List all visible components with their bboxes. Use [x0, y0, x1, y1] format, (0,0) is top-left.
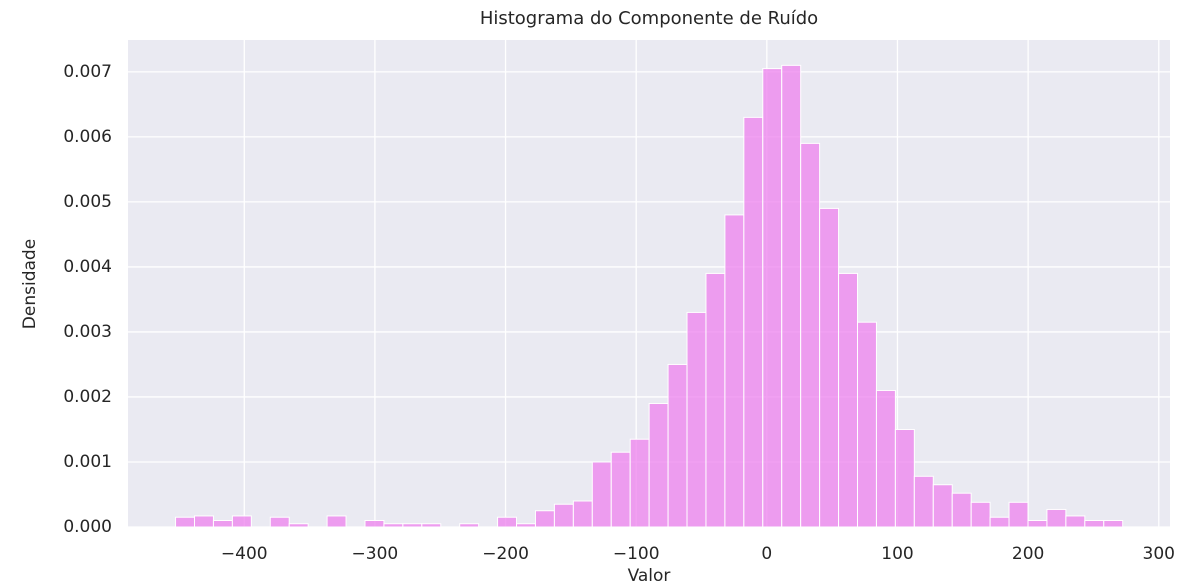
bar: [516, 523, 536, 528]
bar: [857, 321, 877, 528]
bar: [894, 428, 915, 528]
bar: [364, 519, 385, 528]
bar: [743, 116, 764, 528]
bar: [288, 523, 309, 528]
bar: [932, 484, 953, 528]
y-tick-label: 0.000: [63, 517, 112, 537]
bar: [800, 142, 821, 528]
bar: [383, 523, 404, 528]
bar: [591, 461, 612, 528]
bar: [1103, 519, 1124, 528]
bar: [913, 475, 934, 528]
x-tick-label: −100: [613, 544, 660, 564]
bar: [402, 523, 423, 528]
bar: [1084, 519, 1105, 528]
y-tick-label: 0.001: [63, 452, 112, 472]
bar: [781, 64, 802, 528]
bar: [421, 523, 442, 528]
bar: [989, 516, 1010, 528]
bar: [762, 68, 783, 528]
bar: [1027, 519, 1048, 528]
bar: [459, 523, 480, 528]
y-tick-label: 0.006: [63, 127, 112, 147]
bar: [175, 516, 195, 528]
bar: [212, 519, 233, 528]
bar: [1008, 501, 1029, 528]
bar: [686, 311, 707, 528]
y-axis-label: Densidade: [20, 239, 40, 329]
bar: [1046, 508, 1067, 528]
bar: [269, 516, 290, 528]
bar: [572, 500, 593, 528]
bar: [610, 451, 631, 528]
x-axis-label: Valor: [628, 566, 671, 582]
x-tick-label: −300: [352, 544, 399, 564]
bar: [838, 272, 859, 528]
bar: [1065, 515, 1086, 528]
bar: [231, 515, 252, 528]
bar: [193, 515, 214, 528]
y-tick-label: 0.005: [63, 192, 112, 212]
x-tick-label: −200: [482, 544, 529, 564]
y-tick-label: 0.007: [63, 62, 112, 82]
bar: [970, 501, 991, 528]
bar: [951, 492, 972, 528]
bar: [326, 515, 347, 528]
bar: [497, 516, 518, 528]
bar: [534, 510, 555, 528]
x-tick-label: 0: [761, 544, 772, 564]
bar: [724, 214, 745, 528]
bar: [875, 389, 896, 528]
y-tick-label: 0.003: [63, 322, 112, 342]
y-tick-label: 0.002: [63, 387, 112, 407]
x-tick-label: 200: [1012, 544, 1044, 564]
bar: [553, 503, 574, 528]
bar: [648, 402, 669, 528]
bar: [629, 438, 650, 528]
x-tick-label: 100: [881, 544, 913, 564]
x-tick-label: −400: [221, 544, 268, 564]
bar: [819, 207, 840, 528]
bar: [705, 272, 726, 528]
x-tick-label: 300: [1143, 544, 1175, 564]
y-tick-label: 0.004: [63, 257, 112, 277]
bar: [667, 363, 688, 528]
chart-title: Histograma do Componente de Ruído: [480, 8, 818, 29]
